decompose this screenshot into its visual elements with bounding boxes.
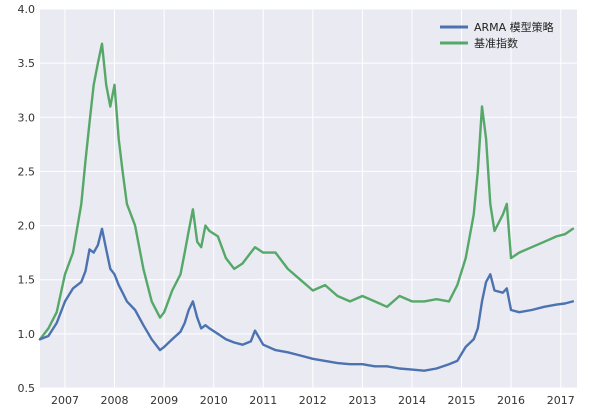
y-tick-label: 1.0 <box>18 328 36 341</box>
x-tick-label: 2011 <box>249 394 277 407</box>
x-tick-label: 2012 <box>299 394 327 407</box>
x-tick-label: 2014 <box>398 394 426 407</box>
series-line-0 <box>38 227 575 372</box>
y-tick-label: 1.5 <box>18 274 36 287</box>
series-line-1 <box>38 42 575 341</box>
plot-area <box>40 9 577 388</box>
x-tick-label: 2013 <box>348 394 376 407</box>
y-tick-label: 0.5 <box>18 382 36 395</box>
series-lines <box>38 42 575 372</box>
y-tick-label: 2.5 <box>18 165 36 178</box>
y-axis-ticks: 0.5 1.0 1.5 2.0 2.5 3.0 3.5 4.0 <box>18 3 36 395</box>
x-tick-label: 2016 <box>497 394 525 407</box>
x-tick-label: 2007 <box>51 394 79 407</box>
y-tick-label: 3.5 <box>18 57 36 70</box>
legend-label-0: ARMA 模型策略 <box>474 20 554 34</box>
grid-lines <box>40 8 577 389</box>
x-axis-ticks: 2007 2008 2009 2010 2011 2012 2013 2014 2015 2016… <box>51 394 575 407</box>
y-tick-label: 2.0 <box>18 220 36 233</box>
y-tick-label: 3.0 <box>18 111 36 124</box>
x-tick-label: 2010 <box>200 394 228 407</box>
y-tick-label: 4.0 <box>18 3 36 16</box>
x-tick-label: 2008 <box>101 394 129 407</box>
x-tick-label: 2009 <box>150 394 178 407</box>
x-tick-label: 2015 <box>448 394 476 407</box>
legend-label-1: 基准指数 <box>474 36 518 50</box>
x-tick-label: 2017 <box>547 394 575 407</box>
